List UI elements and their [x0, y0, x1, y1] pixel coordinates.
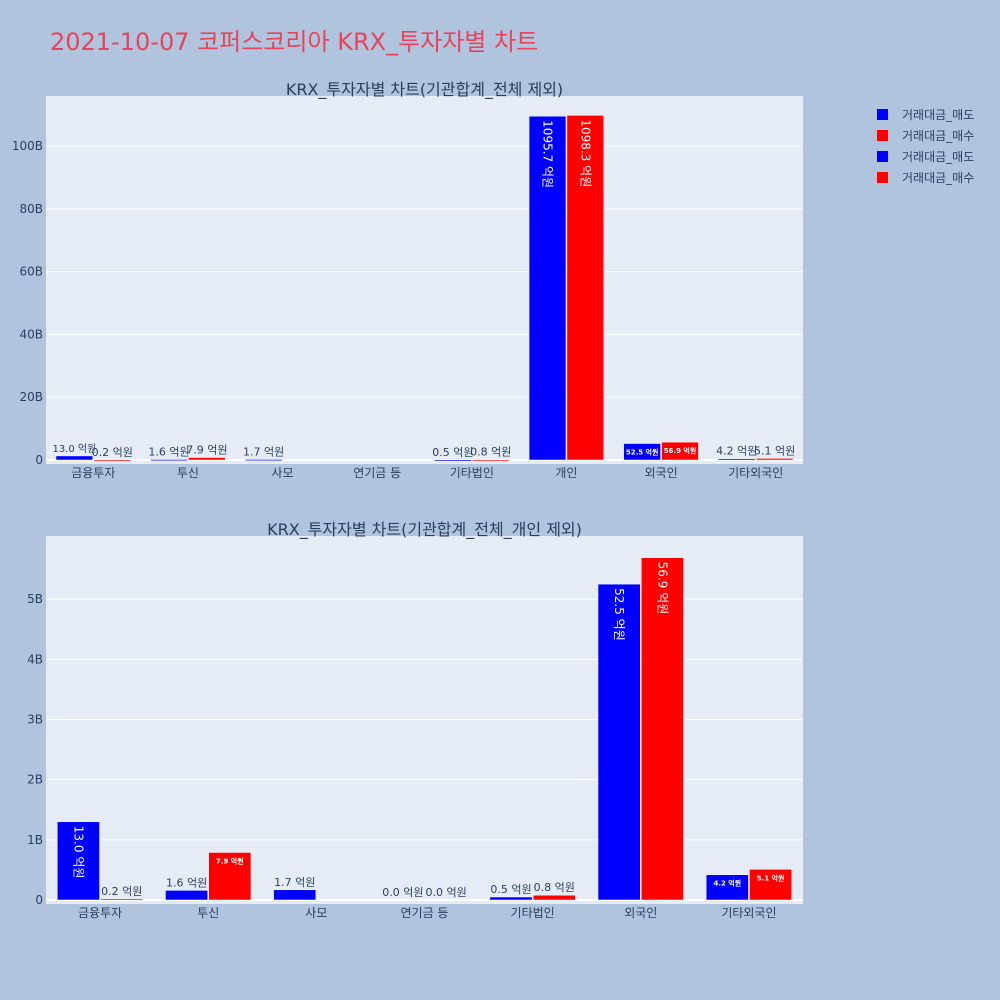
data-label: 1.6 억원 [148, 445, 189, 458]
data-label: 1.7 억원 [243, 445, 284, 458]
legend-swatch [877, 151, 888, 162]
y-tick-label: 40B [19, 327, 43, 341]
bar-sell [489, 896, 533, 901]
bar-buy [93, 459, 131, 462]
bar-sell [55, 455, 94, 461]
chart-title-0: KRX_투자자별 차트(기관합계_전체 제외) [286, 80, 563, 100]
y-tick-label: 0 [35, 893, 43, 907]
bar-sell [623, 443, 661, 461]
bar-buy [532, 894, 576, 901]
x-tick-label: 금융투자 [71, 466, 115, 480]
page-title: 2021-10-07 코퍼스코리아 KRX_투자자별 차트 [50, 28, 539, 56]
data-label: 0.5 억원 [490, 883, 531, 896]
data-label: 0.5 억원 [432, 446, 473, 459]
data-label: 56.9 억원 [664, 446, 697, 455]
x-tick-label: 투신 [197, 906, 219, 920]
x-tick-label: 연기금 등 [401, 906, 449, 920]
bar-buy [641, 557, 684, 901]
data-label: 13.0 억원 [52, 443, 96, 455]
y-tick-label: 3B [27, 713, 43, 727]
data-label: 7.9 억원 [186, 444, 227, 457]
bar-buy [208, 852, 252, 901]
data-label: 4.2 억원 [713, 879, 741, 888]
bar-sell [528, 115, 567, 461]
bar-sell [165, 890, 208, 901]
data-label: 56.9 억원 [655, 562, 669, 615]
plot-area-0 [46, 96, 803, 464]
chart-title-1: KRX_투자자별 차트(기관합계_전체_개인 제외) [267, 520, 582, 540]
y-tick-label: 1B [27, 833, 43, 847]
x-tick-label: 개인 [555, 466, 577, 480]
legend-swatch [877, 172, 888, 183]
data-label: 52.5 억원 [612, 588, 626, 641]
x-tick-label: 외국인 [624, 906, 657, 920]
data-label: 1.7 억원 [274, 876, 315, 889]
x-tick-label: 사모 [305, 906, 327, 920]
x-tick-label: 투신 [177, 466, 199, 480]
x-tick-label: 금융투자 [78, 906, 122, 920]
data-label: 0.8 억원 [470, 446, 511, 459]
legend-label: 거래대금_매수 [902, 129, 974, 143]
bar-sell [705, 874, 749, 901]
bar-sell [244, 459, 283, 461]
y-tick-label: 60B [19, 265, 43, 279]
x-tick-label: 외국인 [645, 466, 678, 480]
x-tick-label: 사모 [272, 466, 294, 480]
bar-sell [150, 459, 188, 461]
x-tick-label: 기타법인 [511, 906, 555, 920]
data-label: 13.0 억원 [71, 826, 85, 879]
data-label: 4.2 억원 [716, 445, 757, 458]
data-label: 1.6 억원 [166, 876, 207, 889]
x-tick-label: 기타외국인 [721, 906, 776, 920]
bar-buy [100, 898, 144, 901]
data-label: 7.9 억원 [216, 856, 244, 865]
bar-sell [434, 459, 472, 462]
x-tick-label: 기타외국인 [728, 466, 783, 480]
bar-sell [57, 821, 100, 901]
data-label: 0.2 억원 [101, 885, 142, 898]
bar-buy [749, 869, 792, 901]
bar-sell [718, 458, 756, 461]
bar-buy [188, 457, 226, 461]
data-label: 1098.3 억원 [578, 119, 592, 187]
bar-buy [472, 459, 510, 462]
data-label: 5.1 억원 [757, 873, 785, 882]
legend-swatch [877, 109, 888, 120]
y-tick-label: 100B [12, 139, 43, 153]
data-label: 0.0 억원 [382, 886, 423, 899]
legend-label: 거래대금_매도 [902, 108, 974, 122]
legend-swatch [877, 130, 888, 141]
legend-label: 거래대금_매도 [902, 150, 974, 164]
data-label: 5.1 억원 [754, 444, 795, 457]
y-tick-label: 5B [27, 592, 43, 606]
bar-buy [566, 115, 605, 461]
y-tick-label: 2B [27, 773, 43, 787]
bar-sell [273, 889, 317, 901]
bar-sell [597, 583, 641, 901]
data-label: 0.0 억원 [426, 886, 467, 899]
y-tick-label: 20B [19, 390, 43, 404]
y-tick-label: 80B [19, 202, 43, 216]
data-label: 0.8 억원 [534, 881, 575, 894]
legend-label: 거래대금_매수 [902, 171, 974, 185]
data-label: 0.2 억원 [92, 446, 133, 459]
bar-buy [661, 441, 699, 461]
y-tick-label: 0 [35, 453, 43, 467]
x-tick-label: 기타법인 [450, 466, 494, 480]
x-tick-label: 연기금 등 [353, 466, 401, 480]
bar-buy [755, 458, 794, 461]
data-label: 1095.7 억원 [541, 120, 555, 188]
y-tick-label: 4B [27, 652, 43, 666]
data-label: 52.5 억원 [626, 448, 659, 457]
